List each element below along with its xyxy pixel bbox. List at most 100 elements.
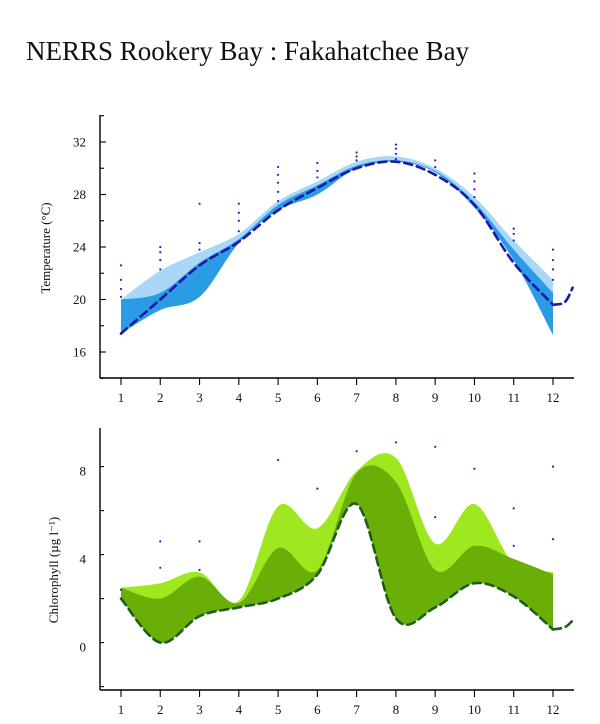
observation-point [394,152,398,155]
x-tick-label: 2 [157,702,164,717]
y-axis-label: Temperature (°C) [38,202,53,293]
x-tick-label: 10 [468,702,481,717]
x-tick-label: 8 [393,702,400,717]
y-axis-label: Chlorophyll (µg l⁻¹) [46,517,61,623]
observation-point [159,245,162,249]
x-tick-label: 11 [507,390,520,405]
observation-point [119,287,123,291]
observation-point [237,230,240,233]
x-tick-label: 3 [196,702,203,717]
observation-point [551,248,555,251]
observation-point [434,445,437,448]
page-title: NERRS Rookery Bay : Fakahatchee Bay [26,36,470,66]
x-tick-label: 12 [547,702,560,717]
observation-point [473,467,476,470]
x-tick-label: 1 [118,702,125,717]
y-tick-label: 28 [73,187,86,202]
median-line [119,160,555,335]
y-tick-label: 16 [73,345,87,360]
x-tick-label: 6 [314,702,321,717]
x-tick-label: 2 [157,390,164,405]
observation-point [394,143,398,146]
x-tick-label: 4 [236,702,243,717]
observation-point [237,219,240,222]
outer-band [121,156,553,335]
x-tick-label: 12 [547,390,560,405]
observation-point [198,248,201,251]
x-tick-label: 4 [236,390,243,405]
x-tick-label: 1 [118,390,125,405]
observation-point [198,241,201,245]
y-tick-label: 20 [73,292,86,307]
observation-point [159,259,162,262]
observation-point [237,211,240,214]
y-tick-label: 8 [80,464,87,479]
inner-band [121,465,553,643]
observation-point [473,180,476,183]
observation-point [512,232,515,235]
observation-point [473,172,476,175]
observation-point [276,199,280,203]
inner-band [121,160,553,335]
y-tick-label: 32 [73,135,86,150]
observation-point [434,165,437,169]
x-tick-label: 7 [353,702,360,717]
observation-point [237,240,240,243]
x-tick-label: 11 [507,702,520,717]
observation-point [473,188,476,191]
observation-point [551,259,555,262]
observation-point [276,190,280,193]
observation-point [394,441,398,444]
plot-area [119,143,574,335]
observation-point [237,202,240,205]
observation-point [355,151,358,154]
observation-point [198,540,201,543]
observation-point [198,568,201,572]
observation-point [512,544,515,547]
observation-point [276,165,280,169]
observation-point [316,487,319,490]
x-tick-label: 9 [432,390,439,405]
observation-point [512,227,515,230]
observation-point [159,540,162,543]
observation-point [551,538,555,541]
observation-point [316,176,319,179]
observation-point [276,173,280,176]
observation-point [355,155,358,158]
x-tick-label: 5 [275,702,282,717]
y-tick-label: 4 [80,552,87,567]
plot-area [119,441,574,644]
observation-point [551,278,555,281]
x-tick-label: 7 [353,390,360,405]
x-tick-label: 10 [468,390,481,405]
observation-point [276,181,280,184]
observation-point [119,295,123,298]
observation-point [434,159,437,162]
observation-point [159,268,162,271]
observation-point [159,251,162,254]
observation-point [434,516,437,519]
observation-point [551,268,555,271]
observation-point [119,278,123,281]
observation-point [198,202,201,205]
x-tick-label: 8 [393,390,400,405]
observation-point [473,196,476,199]
median-line-extension [551,619,574,631]
observation-point [159,566,162,569]
observation-point [394,157,398,161]
y-tick-label: 24 [73,240,87,255]
observation-point [394,147,398,150]
observation-point [512,507,515,510]
observation-point [355,159,358,162]
median-line-extension [551,286,574,307]
observation-point [551,465,555,468]
observation-point [512,239,515,242]
observation-point [276,458,280,462]
observation-point [119,264,123,267]
x-tick-label: 3 [196,390,203,405]
